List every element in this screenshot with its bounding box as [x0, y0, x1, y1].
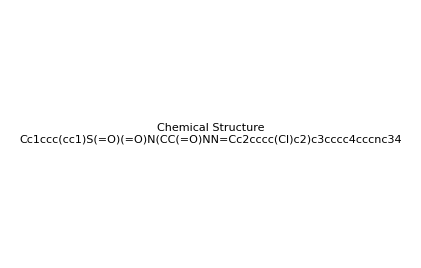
Text: Chemical Structure
Cc1ccc(cc1)S(=O)(=O)N(CC(=O)NN=Cc2cccc(Cl)c2)c3cccc4cccnc34: Chemical Structure Cc1ccc(cc1)S(=O)(=O)N…: [19, 123, 402, 145]
